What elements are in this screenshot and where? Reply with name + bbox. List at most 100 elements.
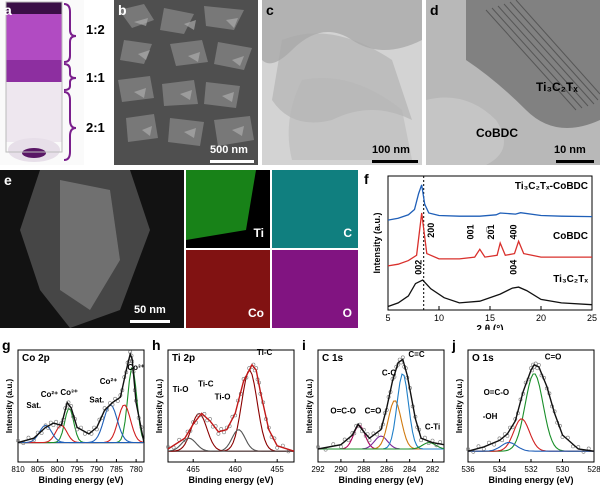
xrd-peak-label-0: 200 [426, 223, 436, 238]
eds-map-c-label: C [343, 226, 352, 240]
xrd-x-axis-label: 2 θ (°) [476, 324, 503, 330]
xrd-peak-label-1: 001 [466, 224, 476, 239]
eds-map-ti-label: Ti [253, 226, 264, 240]
panel-b-sem-image: b 500 nm [114, 0, 258, 165]
eds-map-co-label: Co [248, 306, 264, 320]
xrd-x-tick-label: 5 [385, 313, 390, 323]
xps-h-x-tick-label: 465 [187, 465, 201, 474]
haadf-texture [0, 170, 184, 328]
xps-i-component-1 [318, 435, 444, 450]
xps-i-data-point [367, 438, 372, 443]
eds-map-co: Co [186, 250, 270, 328]
xrd-chart: 5 10 15 20 25 2 θ (°) Intensity (a.u.) Ti₃C₂Tₓ-… [372, 175, 597, 330]
tem-texture-c [262, 0, 422, 165]
xrd-series-label-1: CoBDC [553, 231, 588, 242]
xps-g-peak-label-4: Co²⁺ [100, 377, 118, 386]
panel-label-b: b [118, 2, 127, 18]
xps-i-peak-label-1: C=O [365, 406, 382, 415]
xps-j-x-tick-label: 528 [587, 465, 600, 474]
eds-map-c: C [272, 170, 358, 248]
tem-texture-d [426, 0, 600, 165]
panel-label-i: i [302, 337, 306, 353]
scale-bar-d [556, 160, 594, 163]
xps-j-x-tick-label: 536 [461, 465, 475, 474]
xps-h-envelope [167, 363, 295, 452]
xps-h-component-3 [167, 437, 294, 452]
panel-label-j: j [452, 337, 456, 353]
xps-j-envelope [467, 363, 595, 452]
xrd-peak-label-3: 400 [509, 224, 519, 239]
xps-h-data-point [216, 431, 221, 436]
xps-i-x-tick-label: 282 [426, 465, 440, 474]
xrd-x-tick-label: 10 [434, 313, 444, 323]
xrd-peak-label-4: 002 [414, 260, 424, 275]
xps-j-y-axis-label: Intensity (a.u.) [455, 379, 464, 434]
xps-h-peak-label-1: Ti-O [173, 385, 189, 394]
scale-bar-e [130, 320, 170, 323]
xps-g-peak-label-5: Co³⁺ [127, 363, 145, 372]
xps-i-title: C 1s [322, 353, 344, 364]
xrd-x-tick-label: 25 [587, 313, 597, 323]
xps-h-title: Ti 2p [172, 353, 195, 364]
xrd-series-label-0: Ti₃C₂Tₓ-CoBDC [515, 181, 588, 192]
scale-bar-c [372, 160, 418, 163]
panel-label-a: a [4, 2, 12, 18]
xrd-y-axis-label: Intensity (a.u.) [372, 212, 382, 273]
xps-h-peak-label-0: Ti-C [257, 348, 273, 357]
panel-label-h: h [152, 337, 161, 353]
xps-j-x-tick-label: 532 [524, 465, 538, 474]
eds-map-o-label: O [342, 306, 352, 320]
xps-j-peak-label-2: -OH [483, 412, 498, 421]
panel-label-e: e [4, 172, 12, 188]
xrd-peak-label-2: 20̅1 [486, 224, 496, 239]
xps-g-x-tick-label: 780 [129, 465, 143, 474]
xps-i-peak-label-4: C-Ti [425, 423, 440, 432]
xps-j-component-2 [468, 442, 594, 452]
annotation-ti3c2tx: Ti₃C₂Tₓ [536, 80, 578, 94]
xps-j-x-axis-label: Binding energy (eV) [488, 475, 573, 485]
xps-i-frame [317, 349, 445, 463]
xps-i-peak-label-3: C=C [408, 350, 424, 359]
scale-label-e: 50 nm [134, 304, 166, 316]
xps-g-y-axis-label: Intensity (a.u.) [5, 379, 14, 434]
scale-bar-b [210, 160, 254, 163]
panel-label-c: c [266, 2, 274, 18]
xrd-series-0 [387, 184, 593, 221]
xps-j-title: O 1s [472, 353, 494, 364]
xps-i-y-axis-label: Intensity (a.u.) [305, 379, 314, 434]
xrd-peak-label-5: 004 [509, 260, 519, 275]
xps-g-x-tick-label: 790 [90, 465, 104, 474]
annotation-cobdc: CoBDC [476, 126, 518, 140]
xps-o1s-chart: O 1s 536 534 532 530 528 Binding energy (eV) In… [455, 349, 600, 485]
panel-e-haadf-image: e 50 nm [0, 170, 184, 328]
xps-h-x-tick-label: 460 [229, 465, 243, 474]
xrd-series-1 [387, 212, 592, 267]
eds-map-ti: Ti [186, 170, 270, 248]
xps-h-x-tick-label: 455 [271, 465, 285, 474]
xps-i-component-4 [318, 442, 445, 450]
xps-j-x-tick-label: 530 [556, 465, 570, 474]
scale-label-b: 500 nm [210, 144, 248, 156]
ratio-braces [63, 3, 77, 161]
xps-g-component-3 [18, 407, 144, 444]
xrd-series-label-2: Ti₃C₂Tₓ [553, 274, 588, 285]
xrd-x-tick-label: 15 [485, 313, 495, 323]
xps-g-x-tick-label: 810 [11, 465, 25, 474]
xrd-series-2 [387, 279, 593, 308]
xps-h-peak-label-2: Ti-C [198, 379, 214, 388]
panel-label-f: f [364, 171, 369, 187]
xps-co2p-chart: Co 2p 810 805 800 795 790 785 780 Binding energy… [5, 349, 145, 485]
xps-i-data-point [400, 355, 405, 360]
xps-i-x-tick-label: 284 [403, 465, 417, 474]
xps-j-peak-label-1: O=C-O [484, 388, 510, 397]
xps-g-envelope [17, 351, 145, 444]
xps-i-x-tick-label: 286 [380, 465, 394, 474]
xps-g-x-axis-label: Binding energy (eV) [38, 475, 123, 485]
xps-j-x-tick-label: 534 [493, 465, 507, 474]
xps-g-frame [17, 349, 145, 463]
xrd-x-tick-label: 20 [536, 313, 546, 323]
panel-c-tem-image: c 100 nm [262, 0, 422, 165]
ratio-label-top: 1:2 [86, 22, 105, 37]
